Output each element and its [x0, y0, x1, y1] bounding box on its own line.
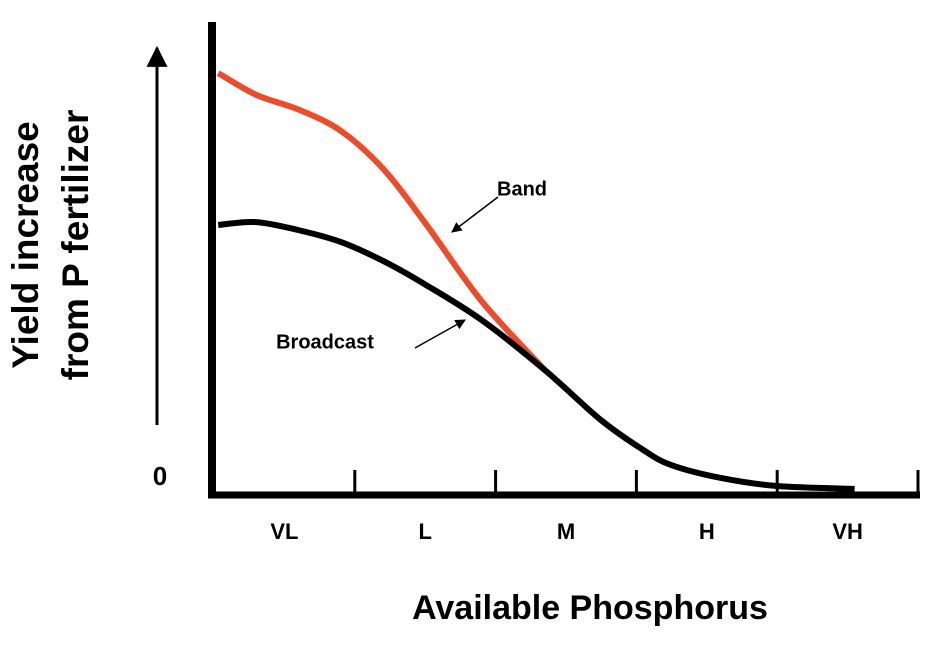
x-axis-title: Available Phosphorus — [412, 589, 768, 627]
series-line — [217, 218, 855, 492]
annotation-arrow — [414, 319, 466, 349]
series-label: Broadcast — [276, 331, 374, 353]
x-tick-label: H — [699, 519, 715, 544]
y-axis-title: Yield increase — [5, 121, 46, 369]
x-tick-label: VH — [832, 519, 863, 544]
annotation-arrow — [451, 196, 499, 233]
x-tick-label: VL — [270, 519, 298, 544]
y-tick-label: 0 — [153, 461, 167, 491]
series-label: Band — [497, 178, 547, 200]
x-tick-label: L — [418, 519, 431, 544]
x-tick-label: M — [557, 519, 575, 544]
series-line — [216, 70, 548, 373]
y-axis-title: from P fertilizer — [55, 110, 96, 381]
